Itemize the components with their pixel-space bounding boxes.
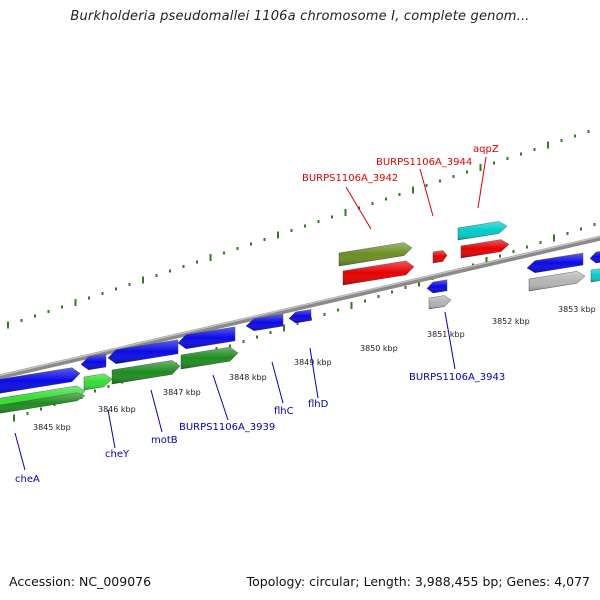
gene-BURPS1106A_3939-shade (178, 326, 235, 349)
gene-BURPS1106A_3943-shade (427, 279, 447, 294)
kbp-label: 3847 kbp (163, 388, 201, 397)
leader-line (419, 168, 434, 217)
backbone-line (0, 235, 600, 380)
gene-features (0, 221, 600, 414)
kbp-label: 3846 kbp (98, 405, 136, 414)
kbp-label: 3848 kbp (229, 373, 267, 382)
gene-BURPS1106A_3942-shade (339, 242, 412, 266)
accession-text: Accession: NC_009076 (9, 574, 152, 589)
cds-cheY-shade (84, 373, 112, 390)
backbone-highlight (0, 236, 600, 376)
kbp-label: 3850 kbp (360, 344, 398, 353)
leader-line (309, 347, 319, 399)
gene-motB-shade (108, 339, 178, 364)
rna-grey-right-shade (529, 271, 585, 291)
cds-BURPS1106A_3942-shade (343, 260, 414, 285)
kbp-label: 3845 kbp (33, 423, 71, 432)
leader-line (345, 186, 372, 230)
kbp-label: 3849 kbp (294, 358, 332, 367)
gene-label-BURPS1106A_3939[interactable]: BURPS1106A_3939 (179, 422, 275, 433)
leader-line (150, 389, 163, 433)
rna-grey-shade (429, 295, 451, 309)
gene-label-motB[interactable]: motB (151, 435, 178, 446)
topology-text: Topology: circular; Length: 3,988,455 bp… (246, 574, 590, 589)
gene-label-cheY[interactable]: cheY (105, 449, 130, 460)
kbp-label: 3853 kbp (558, 305, 596, 314)
gene-flhD-shade (289, 309, 311, 323)
gene-label-flhC[interactable]: flhC (274, 406, 294, 417)
leader-line (14, 432, 26, 471)
leader-line (212, 374, 229, 421)
gene-cyan-edge-shade (591, 268, 600, 282)
gene-blue-edge-shade (590, 251, 600, 264)
gene-label-cheA[interactable]: cheA (15, 474, 40, 485)
leader-line (477, 156, 487, 209)
chromosome-backbone (0, 235, 600, 380)
cds-BURPS1106A_3939-shade (181, 347, 238, 369)
gene-label-BURPS1106A_3944[interactable]: BURPS1106A_3944 (376, 157, 472, 168)
cds-aqpZ-shade (461, 239, 509, 258)
gene-cheY-shade (81, 354, 106, 370)
kbp-label: 3851 kbp (427, 330, 465, 339)
gene-label-flhD[interactable]: flhD (308, 399, 329, 410)
cds-motB-shade (112, 360, 180, 384)
kbp-label: 3852 kbp (492, 317, 530, 326)
gene-aqpZ-shade (458, 221, 507, 240)
leader-line (271, 361, 284, 404)
leader-line (107, 409, 116, 449)
gene-label-BURPS1106A_3942[interactable]: BURPS1106A_3942 (302, 173, 398, 184)
gene-BURPS1106A_3944-shade (433, 250, 447, 263)
leader-line (444, 311, 456, 370)
map-title: Burkholderia pseudomallei 1106a chromoso… (70, 9, 530, 24)
gene-flhC-shade (246, 314, 283, 331)
gene-blue-right-shade (527, 253, 583, 273)
gene-cheA-shade (0, 367, 80, 394)
annotation-labels: 3845 kbp 3846 kbp 3847 kbp 3848 kbp 3849 kbp… (14, 144, 596, 485)
gene-label-BURPS1106A_3943[interactable]: BURPS1106A_3943 (409, 372, 505, 383)
cds-cheA-dark-shade (0, 392, 85, 414)
upper-tick-track (7, 130, 590, 329)
gene-label-aqpZ[interactable]: aqpZ (473, 144, 499, 155)
